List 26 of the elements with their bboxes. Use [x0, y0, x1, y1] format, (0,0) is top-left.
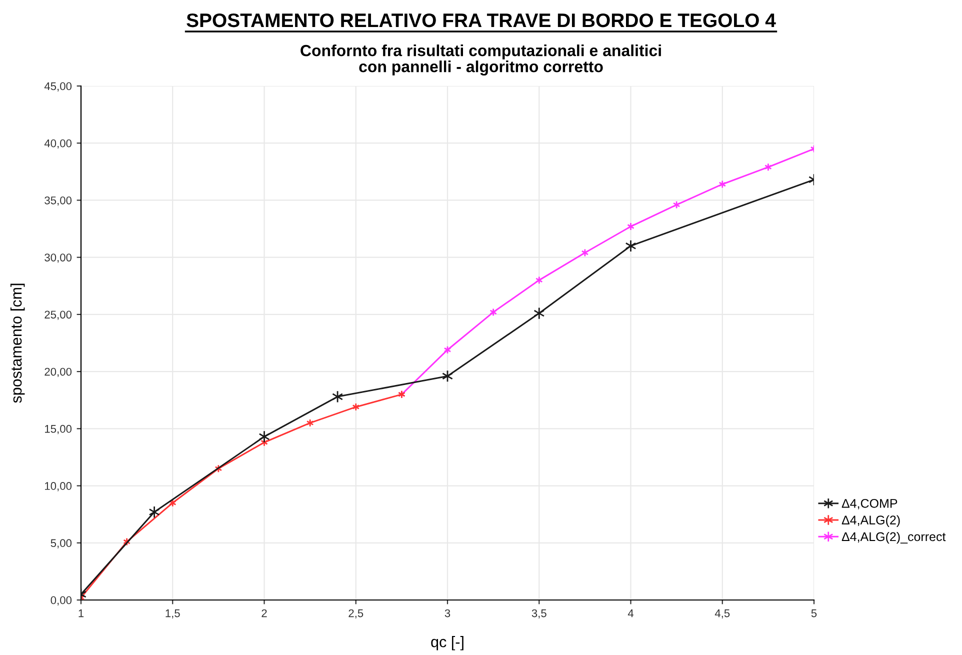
y-tick-label: 15,00	[45, 424, 72, 434]
x-tick-label: 4,5	[714, 609, 730, 618]
x-tick-label: 1,5	[166, 609, 180, 618]
y-tick-label: 0,00	[50, 596, 72, 606]
x-tick-label: 2,5	[348, 609, 364, 618]
x-tick-label: 5	[811, 609, 817, 618]
y-tick-label: 25,00	[44, 310, 72, 320]
y-tick-label: 40,00	[44, 139, 72, 149]
y-tick-label: 10,00	[45, 482, 72, 492]
legend-label: Δ4,ALG(2)_correct	[842, 532, 946, 544]
y-tick-label: 5,00	[50, 539, 72, 548]
y-tick-label: 20,00	[44, 368, 72, 378]
y-tick-label: 45,00	[44, 82, 72, 92]
y-tick-label: 30,00	[44, 254, 72, 263]
y-axis-title: spostamento [cm]	[10, 284, 25, 403]
x-tick-label: 4	[628, 609, 634, 618]
chart-title: SPOSTAMENTO RELATIVO FRA TRAVE DI BORDO E TEGOLO 4	[186, 13, 776, 28]
chart-subtitle: Confornto fra risultati computazionali e analitici con pannelli - algoritmo corretto	[300, 44, 661, 76]
x-tick-label: 3	[444, 609, 450, 618]
x-tick-label: 3,5	[532, 609, 546, 618]
legend-label: Δ4,COMP	[842, 498, 898, 510]
x-axis-title: qc [-]	[431, 636, 464, 650]
x-tick-label: 2	[262, 609, 267, 618]
legend-label: Δ4,ALG(2)	[842, 515, 900, 527]
y-tick-label: 35,00	[44, 196, 72, 206]
x-tick-label: 1	[78, 609, 84, 618]
